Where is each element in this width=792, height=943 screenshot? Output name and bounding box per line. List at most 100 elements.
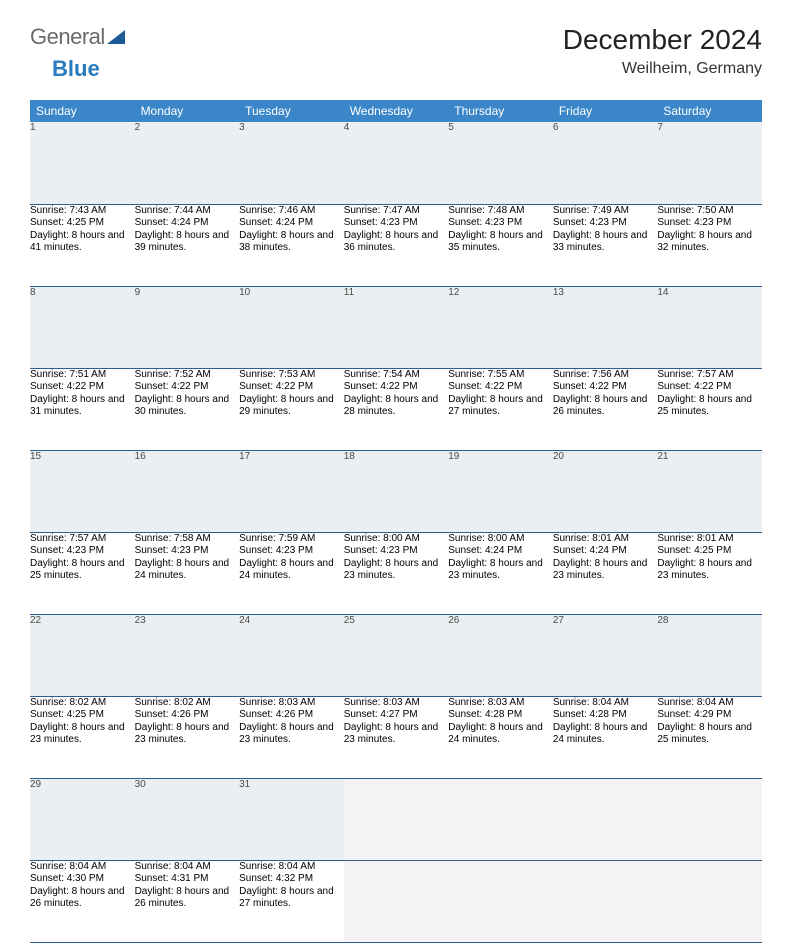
day-number-cell: 21	[657, 450, 762, 532]
sunrise-line: Sunrise: 7:59 AM	[239, 533, 344, 546]
sunrise-line: Sunrise: 8:04 AM	[30, 861, 135, 874]
sunset-line: Sunset: 4:23 PM	[344, 217, 449, 230]
sunset-line: Sunset: 4:22 PM	[657, 381, 762, 394]
day-number-cell: 31	[239, 778, 344, 860]
day-cell: Sunrise: 7:52 AMSunset: 4:22 PMDaylight:…	[135, 368, 240, 450]
day-number-cell: 2	[135, 122, 240, 204]
sunset-line: Sunset: 4:22 PM	[553, 381, 658, 394]
day-cell: Sunrise: 7:56 AMSunset: 4:22 PMDaylight:…	[553, 368, 658, 450]
sunset-line: Sunset: 4:25 PM	[30, 709, 135, 722]
daynum-row: 1234567	[30, 122, 762, 204]
day-cell: Sunrise: 7:44 AMSunset: 4:24 PMDaylight:…	[135, 204, 240, 286]
daylight-line: Daylight: 8 hours and 24 minutes.	[135, 558, 240, 583]
sunrise-line: Sunrise: 7:53 AM	[239, 369, 344, 382]
day-cell: Sunrise: 8:04 AMSunset: 4:32 PMDaylight:…	[239, 860, 344, 942]
day-cell: Sunrise: 8:03 AMSunset: 4:27 PMDaylight:…	[344, 696, 449, 778]
day-cell: Sunrise: 8:03 AMSunset: 4:28 PMDaylight:…	[448, 696, 553, 778]
sunset-line: Sunset: 4:25 PM	[30, 217, 135, 230]
daylight-line: Daylight: 8 hours and 24 minutes.	[448, 722, 553, 747]
day-number-cell: 30	[135, 778, 240, 860]
day-cell: Sunrise: 7:51 AMSunset: 4:22 PMDaylight:…	[30, 368, 135, 450]
sunset-line: Sunset: 4:23 PM	[657, 217, 762, 230]
daylight-line: Daylight: 8 hours and 36 minutes.	[344, 230, 449, 255]
sunset-line: Sunset: 4:23 PM	[448, 217, 553, 230]
sunrise-line: Sunrise: 8:04 AM	[553, 697, 658, 710]
daylight-line: Daylight: 8 hours and 25 minutes.	[657, 394, 762, 419]
sunset-line: Sunset: 4:22 PM	[30, 381, 135, 394]
sunrise-line: Sunrise: 7:57 AM	[30, 533, 135, 546]
daylight-line: Daylight: 8 hours and 32 minutes.	[657, 230, 762, 255]
daynum-row: 891011121314	[30, 286, 762, 368]
day-number-cell	[448, 778, 553, 860]
day-number-cell: 11	[344, 286, 449, 368]
daylight-line: Daylight: 8 hours and 27 minutes.	[239, 886, 344, 911]
weekday-header: Thursday	[448, 100, 553, 122]
daylight-line: Daylight: 8 hours and 26 minutes.	[135, 886, 240, 911]
sunrise-line: Sunrise: 8:01 AM	[553, 533, 658, 546]
sunrise-line: Sunrise: 7:49 AM	[553, 205, 658, 218]
daylight-line: Daylight: 8 hours and 26 minutes.	[553, 394, 658, 419]
logo: General	[30, 24, 125, 50]
day-cell: Sunrise: 8:01 AMSunset: 4:25 PMDaylight:…	[657, 532, 762, 614]
daylight-line: Daylight: 8 hours and 23 minutes.	[344, 558, 449, 583]
day-cell: Sunrise: 7:43 AMSunset: 4:25 PMDaylight:…	[30, 204, 135, 286]
location: Weilheim, Germany	[563, 60, 762, 78]
sunset-line: Sunset: 4:24 PM	[239, 217, 344, 230]
daylight-line: Daylight: 8 hours and 25 minutes.	[30, 558, 135, 583]
day-body-row: Sunrise: 7:51 AMSunset: 4:22 PMDaylight:…	[30, 368, 762, 450]
sunrise-line: Sunrise: 7:52 AM	[135, 369, 240, 382]
day-number-cell: 7	[657, 122, 762, 204]
sunset-line: Sunset: 4:23 PM	[30, 545, 135, 558]
day-number-cell: 4	[344, 122, 449, 204]
day-body-row: Sunrise: 8:02 AMSunset: 4:25 PMDaylight:…	[30, 696, 762, 778]
sunrise-line: Sunrise: 8:00 AM	[344, 533, 449, 546]
day-cell	[344, 860, 449, 942]
day-number-cell: 27	[553, 614, 658, 696]
day-number-cell: 13	[553, 286, 658, 368]
sunrise-line: Sunrise: 7:56 AM	[553, 369, 658, 382]
month-title: December 2024	[563, 24, 762, 56]
sunset-line: Sunset: 4:28 PM	[553, 709, 658, 722]
day-cell: Sunrise: 8:02 AMSunset: 4:25 PMDaylight:…	[30, 696, 135, 778]
sunset-line: Sunset: 4:29 PM	[657, 709, 762, 722]
sunset-line: Sunset: 4:24 PM	[553, 545, 658, 558]
day-number-cell: 16	[135, 450, 240, 532]
day-cell: Sunrise: 7:55 AMSunset: 4:22 PMDaylight:…	[448, 368, 553, 450]
sunset-line: Sunset: 4:27 PM	[344, 709, 449, 722]
day-number-cell: 24	[239, 614, 344, 696]
day-cell: Sunrise: 7:48 AMSunset: 4:23 PMDaylight:…	[448, 204, 553, 286]
day-cell: Sunrise: 8:04 AMSunset: 4:28 PMDaylight:…	[553, 696, 658, 778]
calendar-body: 1234567Sunrise: 7:43 AMSunset: 4:25 PMDa…	[30, 122, 762, 942]
daylight-line: Daylight: 8 hours and 30 minutes.	[135, 394, 240, 419]
daylight-line: Daylight: 8 hours and 23 minutes.	[135, 722, 240, 747]
sunrise-line: Sunrise: 8:03 AM	[448, 697, 553, 710]
logo-text-general: General	[30, 24, 105, 50]
day-cell: Sunrise: 7:50 AMSunset: 4:23 PMDaylight:…	[657, 204, 762, 286]
day-number-cell: 15	[30, 450, 135, 532]
day-cell: Sunrise: 7:59 AMSunset: 4:23 PMDaylight:…	[239, 532, 344, 614]
day-number-cell: 1	[30, 122, 135, 204]
day-number-cell: 9	[135, 286, 240, 368]
day-number-cell: 14	[657, 286, 762, 368]
day-cell: Sunrise: 7:47 AMSunset: 4:23 PMDaylight:…	[344, 204, 449, 286]
day-number-cell: 18	[344, 450, 449, 532]
sunset-line: Sunset: 4:23 PM	[553, 217, 658, 230]
day-cell: Sunrise: 7:58 AMSunset: 4:23 PMDaylight:…	[135, 532, 240, 614]
logo-sail-icon	[107, 30, 125, 44]
day-number-cell: 3	[239, 122, 344, 204]
day-number-cell: 23	[135, 614, 240, 696]
daylight-line: Daylight: 8 hours and 27 minutes.	[448, 394, 553, 419]
day-number-cell: 17	[239, 450, 344, 532]
daylight-line: Daylight: 8 hours and 31 minutes.	[30, 394, 135, 419]
day-number-cell: 6	[553, 122, 658, 204]
day-cell: Sunrise: 7:49 AMSunset: 4:23 PMDaylight:…	[553, 204, 658, 286]
sunrise-line: Sunrise: 8:01 AM	[657, 533, 762, 546]
daylight-line: Daylight: 8 hours and 35 minutes.	[448, 230, 553, 255]
sunset-line: Sunset: 4:30 PM	[30, 873, 135, 886]
day-number-cell: 29	[30, 778, 135, 860]
day-cell: Sunrise: 7:46 AMSunset: 4:24 PMDaylight:…	[239, 204, 344, 286]
day-cell: Sunrise: 7:54 AMSunset: 4:22 PMDaylight:…	[344, 368, 449, 450]
day-number-cell: 5	[448, 122, 553, 204]
daynum-row: 293031	[30, 778, 762, 860]
daylight-line: Daylight: 8 hours and 41 minutes.	[30, 230, 135, 255]
